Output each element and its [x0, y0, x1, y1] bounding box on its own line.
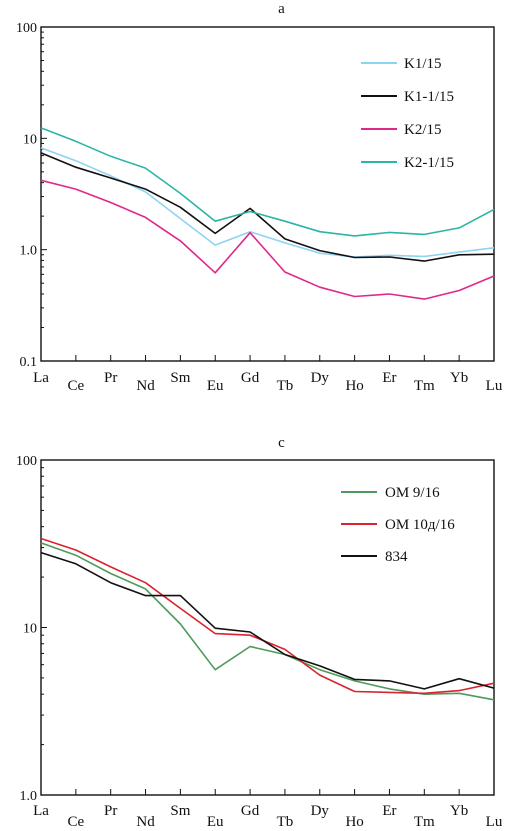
chart-title: c [278, 435, 285, 451]
y-tick-label: 10 [23, 622, 37, 637]
series-line-834 [40, 551, 495, 690]
x-tick-label-dy: Dy [311, 803, 330, 819]
series-line-k2-1-15 [40, 127, 495, 237]
x-tick-label-gd: Gd [241, 803, 260, 819]
x-tick-label-sm: Sm [170, 370, 190, 386]
legend-label: OM 9/16 [385, 485, 440, 501]
x-tick-label-tm: Tm [414, 378, 435, 394]
x-tick-label-lu: Lu [486, 378, 503, 394]
x-tick-label-lu: Lu [486, 814, 503, 830]
x-tick-label-ho: Ho [345, 378, 363, 394]
x-tick-label-yb: Yb [450, 370, 468, 386]
x-tick-label-eu: Eu [207, 814, 224, 830]
x-tick-label-ce: Ce [68, 378, 85, 394]
y-tick-label: 0.1 [20, 355, 38, 370]
y-tick-label: 10 [23, 132, 37, 147]
series-line-om-10д-16 [40, 537, 495, 695]
x-tick-label-nd: Nd [136, 814, 155, 830]
plot-frame [40, 459, 495, 796]
x-tick-label-er: Er [382, 370, 396, 386]
series-line-k2-15 [40, 179, 495, 300]
legend-label: K2/15 [404, 122, 442, 138]
y-tick-label: 1.0 [20, 789, 38, 804]
legend-label: K2-1/15 [404, 155, 454, 171]
y-tick-label: 100 [16, 21, 37, 36]
x-tick-label-tb: Tb [277, 378, 294, 394]
x-tick-label-dy: Dy [311, 370, 330, 386]
x-tick-label-nd: Nd [136, 378, 155, 394]
x-tick-label-la: La [33, 370, 49, 386]
y-tick-label: 100 [16, 454, 37, 469]
legend-label: OM 10д/16 [385, 517, 455, 533]
x-tick-label-pr: Pr [104, 370, 117, 386]
x-tick-label-tb: Tb [277, 814, 294, 830]
y-tick-label: 1.0 [20, 244, 38, 259]
chart-panel-a: a 100 10 1.0 0.1La Ce Pr Nd Sm Eu Gd Tb Dy Ho Er Tm Yb Lu… [16, 1, 503, 394]
series-line-k1-1-15 [40, 152, 495, 262]
x-tick-label-pr: Pr [104, 803, 117, 819]
legend-label: K1/15 [404, 56, 442, 72]
x-tick-label-ce: Ce [68, 814, 85, 830]
x-tick-label-er: Er [382, 803, 396, 819]
x-tick-label-gd: Gd [241, 370, 260, 386]
x-tick-label-tm: Tm [414, 814, 435, 830]
chart-title: a [278, 1, 285, 17]
x-tick-label-la: La [33, 803, 49, 819]
chart-panel-c: c 100 10 1.0La Ce Pr Nd Sm Eu Gd Tb Dy Ho Er Tm Yb Lu OM … [16, 435, 503, 830]
legend-label: K1-1/15 [404, 89, 454, 105]
x-tick-label-eu: Eu [207, 378, 224, 394]
series-line-k1-15 [40, 147, 495, 258]
x-tick-label-yb: Yb [450, 803, 468, 819]
plot-frame [40, 26, 495, 362]
x-tick-label-sm: Sm [170, 803, 190, 819]
x-tick-label-ho: Ho [345, 814, 363, 830]
legend-label: 834 [385, 549, 408, 565]
